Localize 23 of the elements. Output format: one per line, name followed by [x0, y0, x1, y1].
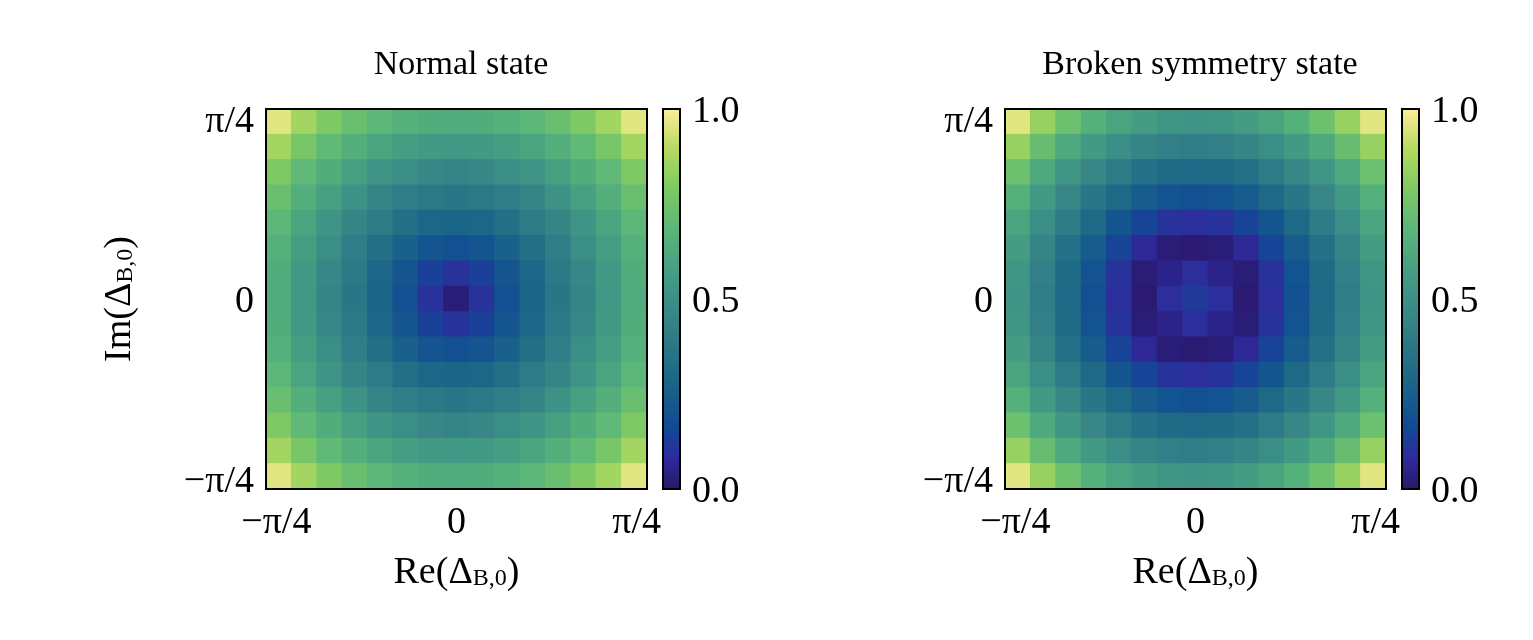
x-tick-label: −π/4 [241, 499, 312, 541]
y-tick-label: π/4 [205, 98, 254, 141]
y-tick-label: −π/4 [922, 457, 993, 500]
color-bar-label: 0.5 [692, 278, 740, 320]
y-tick-label: 0 [235, 278, 254, 320]
x-axis-title: Re(ΔB,0) [393, 549, 520, 592]
x-axis-title: Re(ΔB,0) [1132, 549, 1259, 592]
color-bar-label: 0.0 [1431, 468, 1479, 510]
y-tick-label: 0 [974, 278, 993, 320]
y-axis-title: Im(ΔB,0) [96, 236, 139, 362]
x-tick-label: π/4 [612, 499, 662, 541]
x-tick-label: 0 [1186, 499, 1205, 541]
color-bar-label: 0.0 [692, 468, 740, 510]
x-tick-label: −π/4 [980, 499, 1051, 541]
color-bar-label: 1.0 [692, 88, 740, 130]
color-bar-label: 0.5 [1431, 278, 1479, 320]
x-tick-label: 0 [447, 499, 466, 541]
chart-title: Normal state [373, 43, 549, 81]
chart-title: Broken symmetry state [1042, 43, 1358, 81]
color-bar-label: 1.0 [1431, 88, 1479, 130]
x-tick-label: π/4 [1351, 499, 1401, 541]
y-tick-label: −π/4 [183, 457, 254, 500]
y-tick-label: π/4 [944, 98, 993, 141]
